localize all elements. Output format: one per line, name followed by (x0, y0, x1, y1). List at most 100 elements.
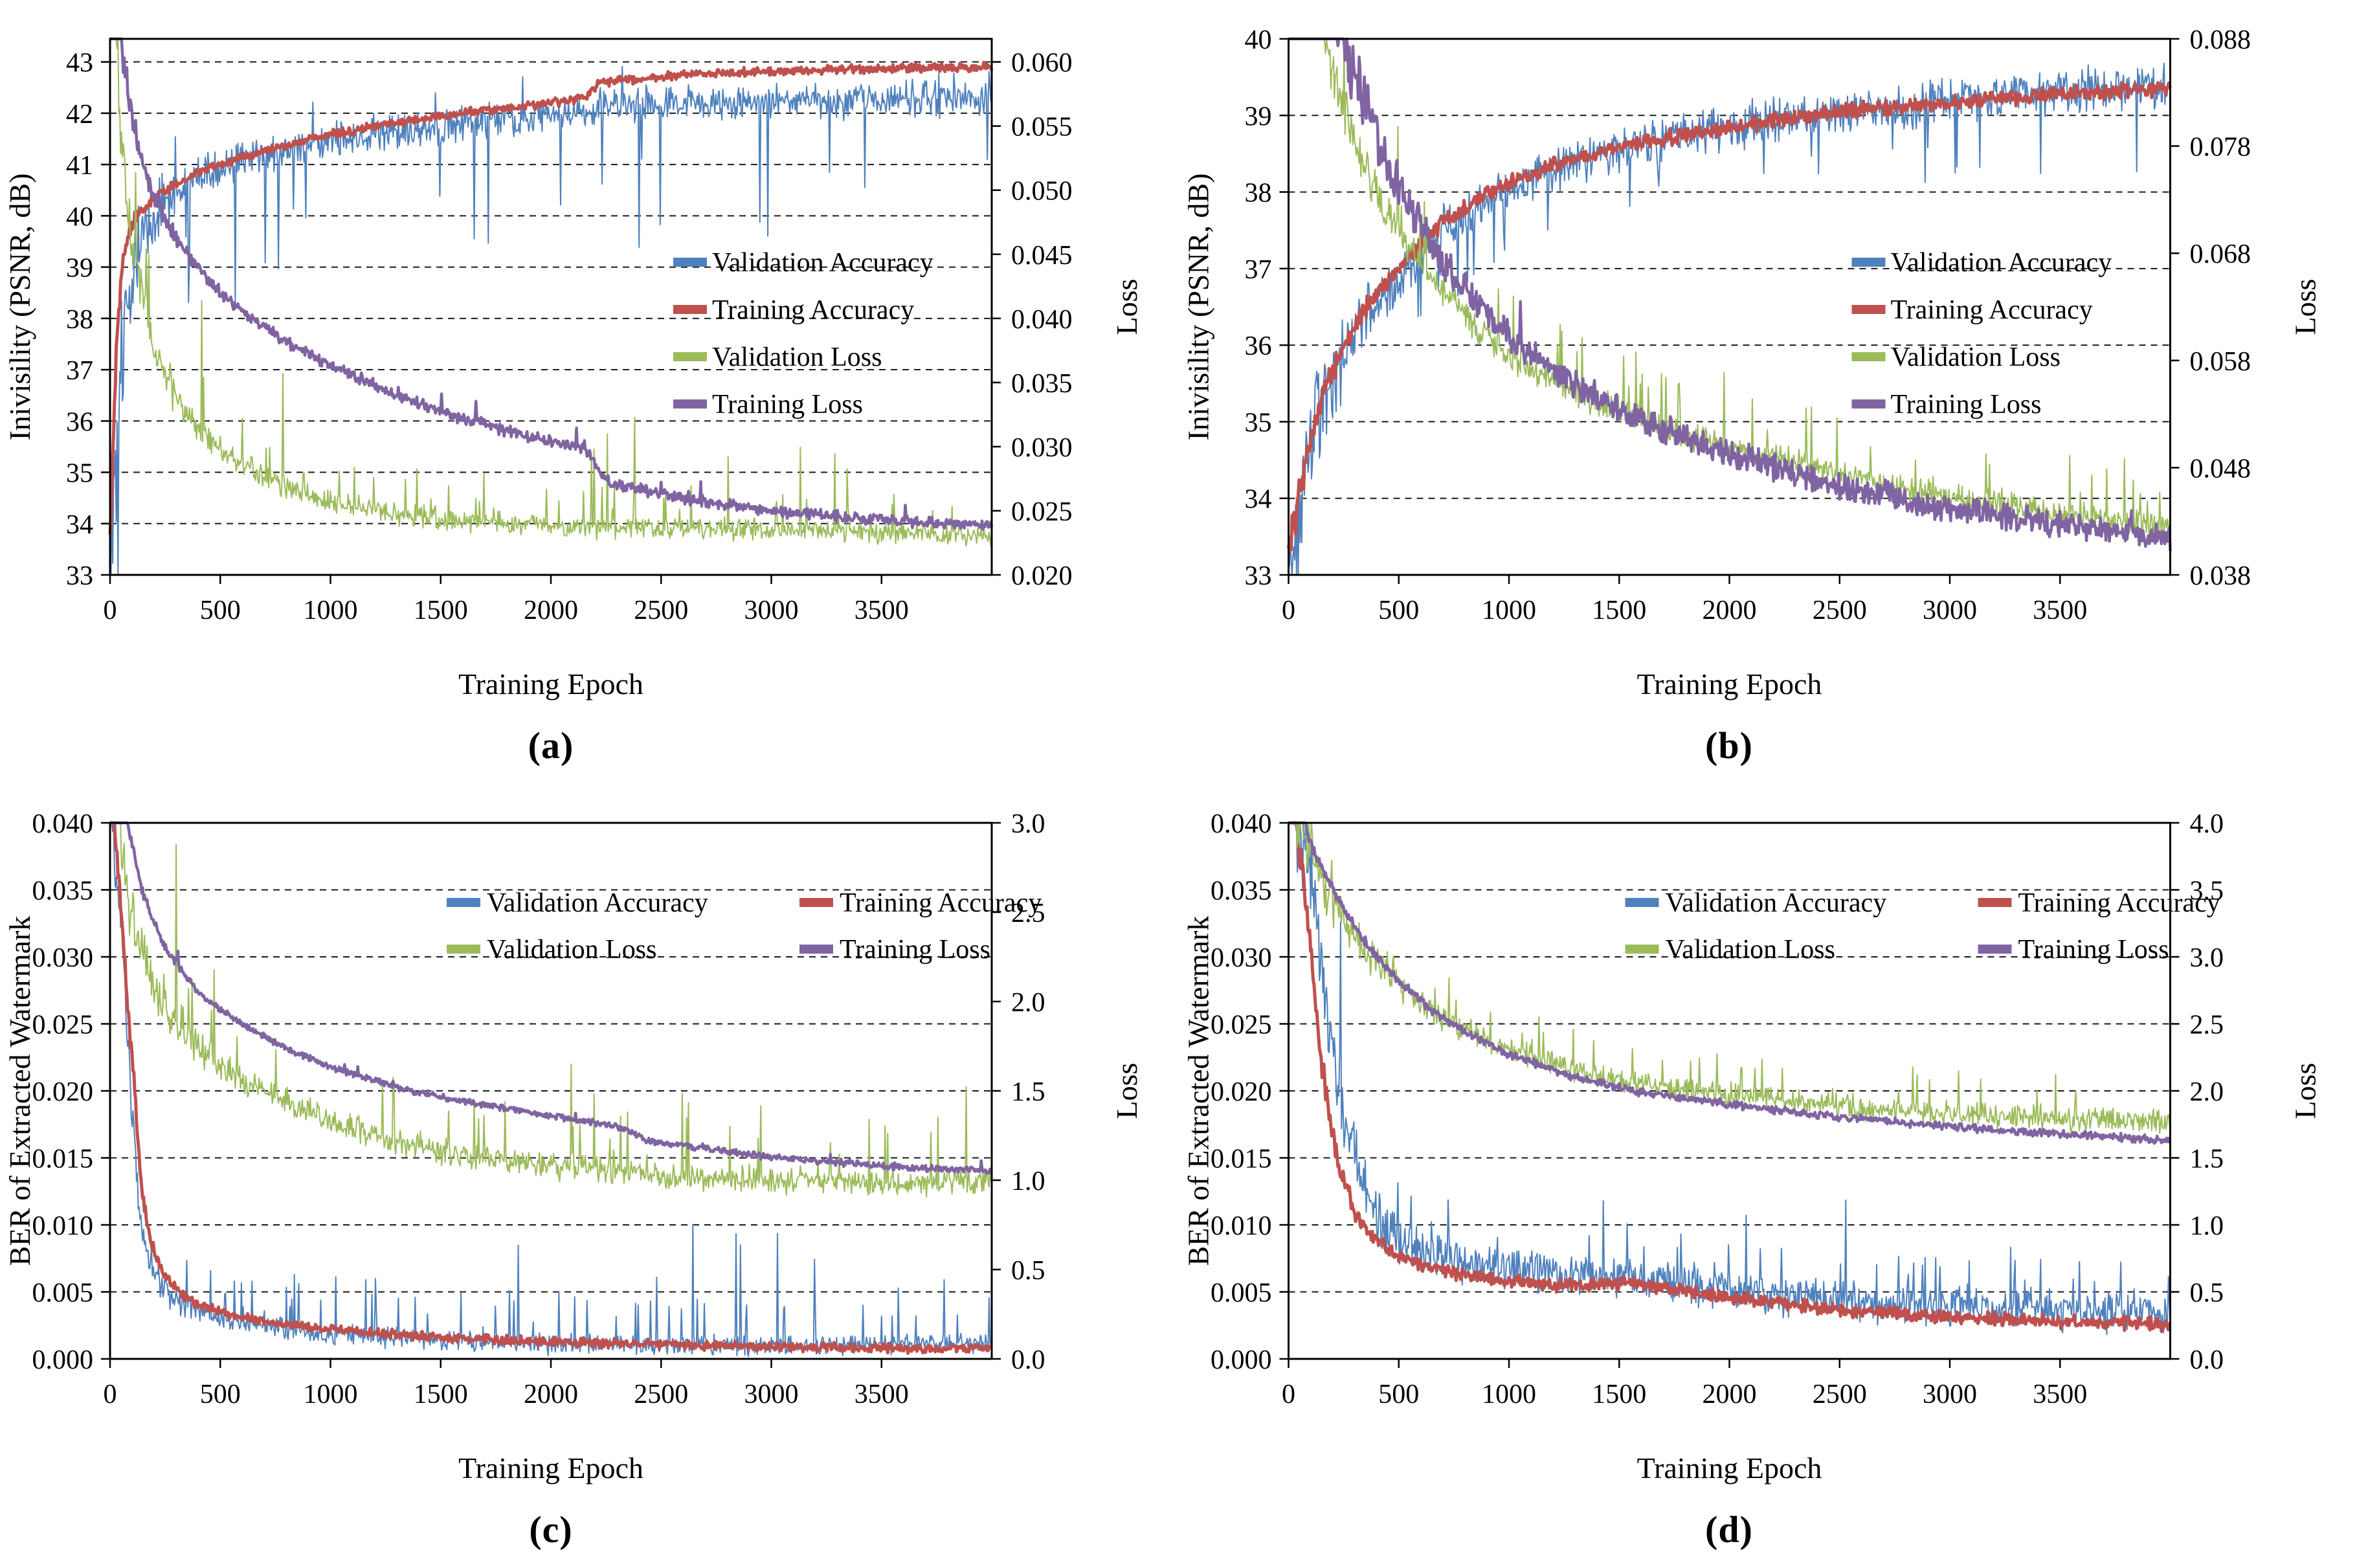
svg-text:0.015: 0.015 (32, 1145, 94, 1174)
svg-text:0.0: 0.0 (1011, 1345, 1045, 1375)
gridlines (110, 889, 992, 1293)
series-validation-loss (1288, 38, 2171, 539)
chart-b: 40 39 38 37 36 35 34 33 0.088 0.078 0.068 0.058 0.04… (1182, 25, 2322, 700)
svg-text:42: 42 (66, 100, 93, 129)
svg-text:3000: 3000 (744, 1380, 799, 1409)
legend-item-training-loss: Training Loss (1851, 390, 2042, 420)
svg-text:43: 43 (66, 49, 93, 78)
legend-swatch-validation-loss (447, 945, 480, 954)
svg-text:0.038: 0.038 (2190, 561, 2251, 591)
svg-text:40: 40 (1245, 25, 1272, 55)
svg-text:40: 40 (66, 202, 93, 232)
legend-label-training-loss: Training Loss (712, 390, 863, 420)
series-validation-loss (1288, 822, 2171, 1136)
svg-text:0: 0 (1282, 596, 1295, 625)
legend-label-validation-loss: Validation Loss (1891, 342, 2061, 372)
right-axis-tick-labels: 3.0 2.5 2.0 1.5 1.0 0.5 0.0 (1011, 809, 1045, 1375)
legend-item-validation-loss: Validation Loss (447, 935, 656, 965)
x-axis-title: Training Epoch (458, 1451, 643, 1484)
svg-text:0.025: 0.025 (1011, 497, 1073, 527)
svg-text:2.0: 2.0 (2190, 1077, 2224, 1107)
svg-text:0.010: 0.010 (1211, 1211, 1272, 1241)
legend: Validation Accuracy Training Accuracy Vali… (1625, 888, 2220, 965)
axis-ticks (1279, 38, 2180, 584)
svg-text:0.040: 0.040 (1011, 305, 1073, 335)
svg-text:41: 41 (66, 151, 93, 181)
svg-text:0.000: 0.000 (1211, 1345, 1272, 1375)
svg-text:37: 37 (66, 356, 93, 386)
svg-text:0.040: 0.040 (32, 809, 94, 839)
legend-swatch-training-accuracy (1978, 898, 2012, 907)
legend-swatch-validation-accuracy (1851, 258, 1886, 267)
svg-text:3.0: 3.0 (1011, 809, 1045, 839)
svg-text:3500: 3500 (855, 596, 909, 625)
legend-swatch-validation-loss (1625, 945, 1659, 954)
svg-text:0: 0 (104, 596, 117, 625)
legend-label-validation-loss: Validation Loss (1666, 935, 1835, 965)
svg-text:2500: 2500 (634, 1380, 688, 1409)
svg-text:34: 34 (66, 510, 93, 540)
svg-text:0.050: 0.050 (1011, 177, 1073, 207)
svg-text:0.068: 0.068 (2190, 240, 2251, 269)
legend-label-validation-accuracy: Validation Accuracy (1666, 888, 1887, 918)
axis-ticks (101, 61, 1001, 584)
svg-text:3.5: 3.5 (2190, 877, 2224, 906)
legend-swatch-validation-accuracy (447, 898, 480, 907)
series-validation-loss (110, 822, 992, 1198)
svg-text:33: 33 (1245, 561, 1272, 591)
legend-item-training-loss: Training Loss (673, 390, 863, 420)
svg-text:2.0: 2.0 (1011, 988, 1045, 1018)
legend-label-training-accuracy: Training Accuracy (1891, 295, 2093, 325)
legend: Validation Accuracy Training Accuracy Vali… (447, 888, 1042, 965)
legend-item-training-loss: Training Loss (1978, 935, 2169, 965)
svg-text:3000: 3000 (1923, 1380, 1977, 1409)
legend-label-validation-loss: Validation Loss (487, 935, 656, 965)
right-axis-tick-labels: 0.088 0.078 0.068 0.058 0.048 0.038 (2190, 25, 2251, 591)
legend-swatch-validation-accuracy (1625, 898, 1659, 907)
chart-d: 0.0400.0350.0300.0250.0200.0150.0100.005… (1182, 809, 2322, 1484)
legend-label-validation-accuracy: Validation Accuracy (1891, 248, 2112, 278)
series-training-loss (109, 821, 993, 1175)
panel-c: 0.040 0.035 0.030 0.025 0.020 0.015 0.010 0.005… (0, 784, 1178, 1568)
svg-text:1.5: 1.5 (1011, 1077, 1045, 1107)
legend-label-training-accuracy: Training Accuracy (840, 888, 1042, 918)
legend-item-training-accuracy: Training Accuracy (1978, 888, 2220, 918)
svg-text:2500: 2500 (634, 596, 688, 625)
legend-item-validation-accuracy: Validation Accuracy (1625, 888, 1887, 918)
svg-text:0.055: 0.055 (1011, 113, 1073, 142)
svg-text:1000: 1000 (1482, 596, 1536, 625)
x-axis-title: Training Epoch (1637, 667, 1822, 700)
svg-text:0.025: 0.025 (32, 1011, 94, 1040)
svg-text:0.005: 0.005 (1211, 1279, 1272, 1308)
svg-text:4.0: 4.0 (2190, 809, 2224, 839)
series-validation-loss (110, 38, 992, 547)
legend-swatch-training-accuracy (1851, 305, 1886, 314)
svg-text:0.078: 0.078 (2190, 133, 2251, 162)
svg-text:1.0: 1.0 (1011, 1167, 1045, 1196)
legend-label-validation-loss: Validation Loss (712, 342, 882, 372)
svg-text:3500: 3500 (2033, 596, 2087, 625)
legend-item-validation-accuracy: Validation Accuracy (1851, 248, 2112, 278)
x-axis-tick-labels: 0 500 1000 1500 2000 2500 3000 3500 (104, 1380, 909, 1409)
svg-text:2500: 2500 (1813, 1380, 1867, 1409)
left-axis-tick-labels: 0.040 0.035 0.030 0.025 0.020 0.015 0.010 0.005… (32, 809, 94, 1375)
svg-text:0.040: 0.040 (1211, 809, 1272, 839)
subplot-label-d: (d) (1705, 1508, 1753, 1551)
right-axis-title: Loss (2289, 1063, 2322, 1119)
series-training-accuracy (108, 60, 994, 535)
svg-text:2.5: 2.5 (1011, 899, 1045, 928)
svg-text:0.030: 0.030 (1211, 943, 1272, 973)
svg-text:38: 38 (66, 305, 93, 335)
svg-text:34: 34 (1245, 485, 1272, 515)
svg-text:3000: 3000 (1923, 596, 1977, 625)
legend-item-validation-loss: Validation Loss (1625, 935, 1835, 965)
svg-text:1500: 1500 (1592, 1380, 1646, 1409)
panel-a: 43 42 41 40 39 38 37 36 35 34 33 0.060 0.055 0.050 0.0… (0, 0, 1178, 784)
series-validation-accuracy (109, 65, 992, 576)
svg-text:1500: 1500 (414, 596, 468, 625)
svg-text:0.5: 0.5 (1011, 1256, 1045, 1286)
left-axis-title: BER of Extracted Watermark (3, 916, 36, 1266)
chart-c: 0.0400.0350.0300.0250.0200.0150.0100.005… (3, 809, 1143, 1484)
svg-text:0.030: 0.030 (32, 943, 94, 973)
